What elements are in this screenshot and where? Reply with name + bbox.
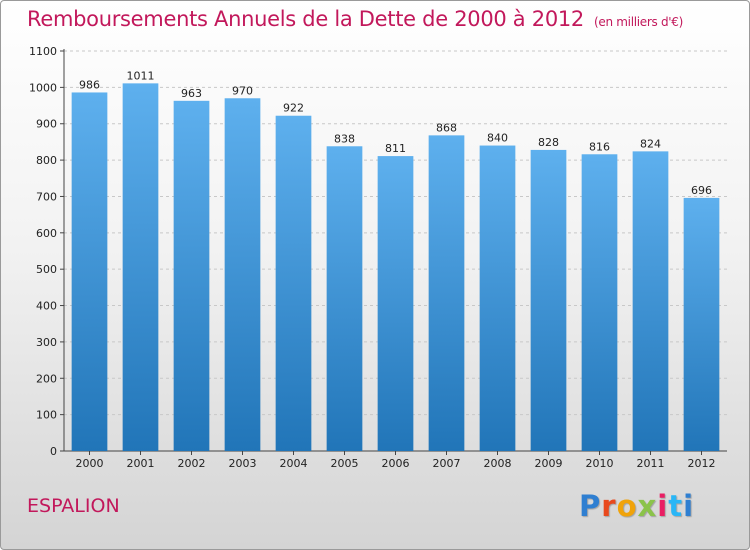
data-label-2002: 963 bbox=[181, 87, 202, 100]
x-tick-label-2010: 2010 bbox=[586, 457, 614, 470]
logo-letter: P bbox=[579, 489, 602, 523]
y-tick-label: 800 bbox=[36, 154, 57, 167]
bar-2008 bbox=[479, 145, 516, 451]
y-tick-label: 400 bbox=[36, 300, 57, 313]
y-tick-label: 600 bbox=[36, 227, 57, 240]
y-tick-label: 1000 bbox=[29, 81, 57, 94]
x-tick-label-2009: 2009 bbox=[535, 457, 563, 470]
data-label-2000: 986 bbox=[79, 78, 100, 91]
data-label-2007: 868 bbox=[436, 121, 457, 134]
data-label-2003: 970 bbox=[232, 84, 253, 97]
data-label-2009: 828 bbox=[538, 136, 559, 149]
y-tick-label: 300 bbox=[36, 336, 57, 349]
bar-2002 bbox=[173, 100, 210, 452]
data-label-2001: 1011 bbox=[127, 69, 155, 82]
x-tick-label-2012: 2012 bbox=[688, 457, 716, 470]
bar-2000 bbox=[71, 92, 108, 452]
proxiti-logo: Proxiti bbox=[579, 489, 694, 523]
bar-2010 bbox=[581, 154, 618, 452]
logo-letter: r bbox=[601, 489, 617, 523]
bar-2012 bbox=[683, 197, 720, 451]
y-tick-label: 0 bbox=[50, 445, 57, 458]
x-tick-label-2007: 2007 bbox=[433, 457, 461, 470]
city-name: ESPALION bbox=[27, 495, 120, 517]
x-tick-label-2004: 2004 bbox=[280, 457, 308, 470]
axes: 0 100 200 300 400 500 600 700 800 900 1000 1100 2000… bbox=[29, 45, 727, 470]
x-tick-label-2002: 2002 bbox=[178, 457, 206, 470]
bars: 986 1011 963 970 922 838 811 868 840 828 816 824 696 bbox=[71, 69, 720, 452]
bar-2005 bbox=[326, 146, 363, 452]
y-tick-label: 1100 bbox=[29, 45, 57, 58]
data-label-2006: 811 bbox=[385, 142, 406, 155]
data-label-2004: 922 bbox=[283, 102, 304, 115]
x-tick-label-2011: 2011 bbox=[637, 457, 665, 470]
data-label-2012: 696 bbox=[691, 184, 712, 197]
y-tick-label: 500 bbox=[36, 263, 57, 276]
bar-2001 bbox=[122, 83, 159, 451]
x-tick-label-2003: 2003 bbox=[229, 457, 257, 470]
data-label-2010: 816 bbox=[589, 140, 610, 153]
y-tick-label: 700 bbox=[36, 190, 57, 203]
x-tick-label-2001: 2001 bbox=[127, 457, 155, 470]
data-label-2005: 838 bbox=[334, 132, 355, 145]
y-tick-label: 900 bbox=[36, 118, 57, 131]
chart-title: Remboursements Annuels de la Dette de 20… bbox=[27, 7, 684, 31]
bar-2007 bbox=[428, 135, 465, 451]
logo-letter: t bbox=[668, 489, 684, 523]
logo-letter: o bbox=[616, 489, 638, 523]
bar-2004 bbox=[275, 115, 312, 452]
bar-2006 bbox=[377, 156, 414, 451]
bar-2011 bbox=[632, 151, 669, 451]
data-label-2011: 824 bbox=[640, 137, 661, 150]
bar-2009 bbox=[530, 149, 567, 451]
x-tick-label-2008: 2008 bbox=[484, 457, 512, 470]
x-tick-label-2006: 2006 bbox=[382, 457, 410, 470]
logo-letter: i bbox=[683, 489, 695, 523]
unit-note: (en milliers d'€) bbox=[594, 15, 684, 29]
data-label-2008: 840 bbox=[487, 132, 508, 145]
y-tick-label: 100 bbox=[36, 409, 57, 422]
x-tick-label-2005: 2005 bbox=[331, 457, 359, 470]
y-tick-label: 200 bbox=[36, 372, 57, 385]
logo-letter: x bbox=[637, 489, 658, 523]
x-tick-label-2000: 2000 bbox=[76, 457, 104, 470]
bar-2003 bbox=[224, 98, 261, 451]
logo-letter: i bbox=[657, 489, 669, 523]
